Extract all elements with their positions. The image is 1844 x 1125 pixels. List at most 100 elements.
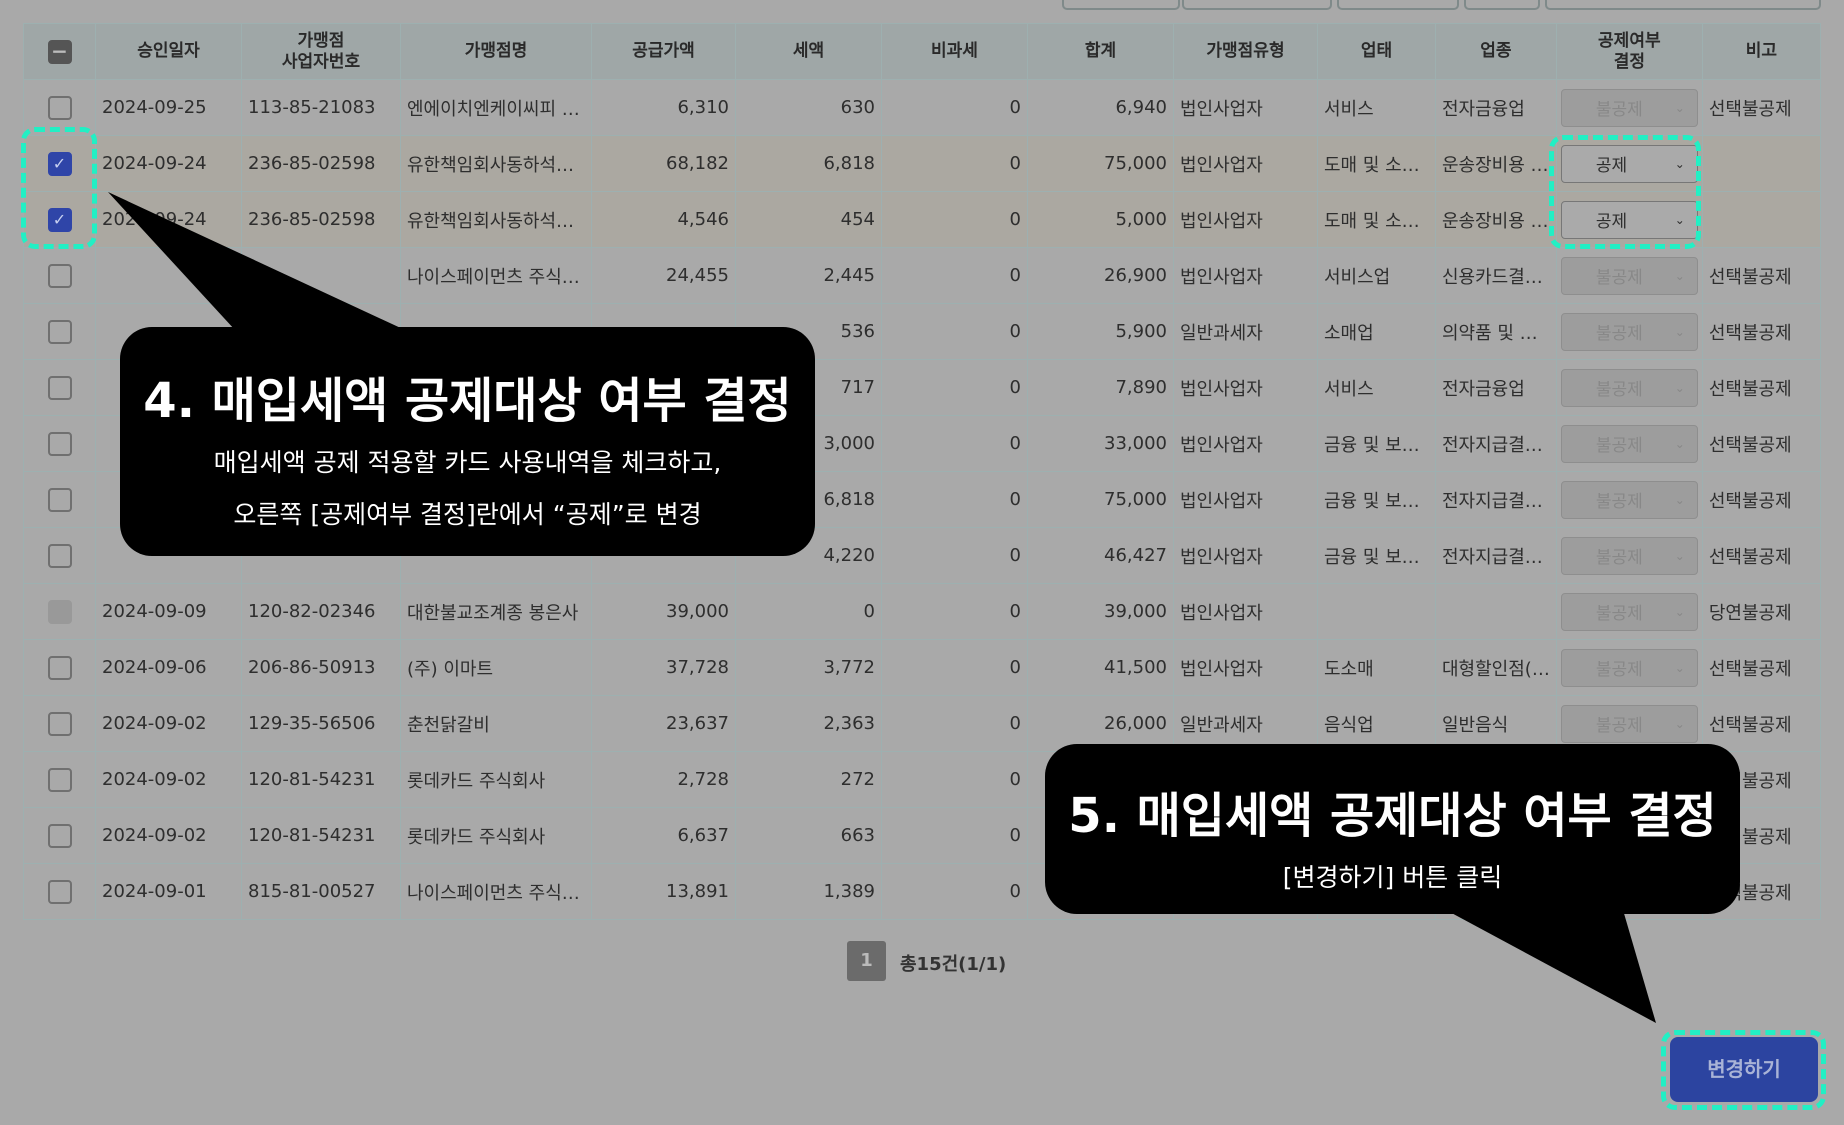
apply-change-button[interactable]: 변경하기 [1670,1037,1818,1102]
cell-date: 2024-09-24 [95,135,242,192]
row-checkbox-cell[interactable] [23,415,96,472]
cell-tax: 0 [735,583,882,640]
chevron-down-icon: ⌄ [1674,716,1685,731]
decision-dropdown[interactable]: 불공제 ⌄ [1560,424,1698,463]
cell-taxfree: 0 [881,359,1028,416]
cell-supply: 23,637 [591,695,736,752]
row-checkbox[interactable] [47,431,72,456]
row-checkbox-cell[interactable] [23,79,96,136]
callout-step5-pointer [1446,910,1656,1023]
row-checkbox[interactable] [47,319,72,344]
row-checkbox-cell[interactable] [23,247,96,304]
callout-step5: 5. 매입세액 공제대상 여부 결정 [변경하기] 버튼 클릭 [1045,744,1740,914]
cell-note: 선택불공제 [1701,527,1821,584]
column-header: 업태 [1317,23,1436,80]
cell-item: 운송장비용 … [1435,135,1557,192]
row-checkbox-cell[interactable] [23,751,96,808]
decision-dropdown[interactable]: 불공제 ⌄ [1560,480,1698,519]
cell-taxfree: 0 [881,303,1028,360]
row-checkbox-cell[interactable] [23,471,96,528]
toolbar-button[interactable] [1182,0,1332,10]
toolbar-button[interactable] [1464,0,1540,10]
select-all-header[interactable]: − [23,23,96,80]
cell-tax: 2,363 [735,695,882,752]
cell-bizno: 120-81-54231 [241,751,401,808]
row-checkbox[interactable] [47,487,72,512]
cell-total: 26,000 [1027,695,1174,752]
row-checkbox-cell[interactable] [23,359,96,416]
cell-decision: 불공제 ⌄ [1555,79,1703,136]
cell-supply: 39,000 [591,583,736,640]
cell-note: 선택불공제 [1701,415,1821,472]
cell-bizno: 236-85-02598 [241,135,401,192]
cell-tax: 1,389 [735,863,882,920]
decision-dropdown[interactable]: 불공제 ⌄ [1560,88,1698,127]
column-header: 가맹점유형 [1173,23,1318,80]
row-checkbox[interactable] [47,711,72,736]
cell-bizno: 120-82-02346 [241,583,401,640]
decision-dropdown[interactable]: 불공제 ⌄ [1560,256,1698,295]
column-header: 합계 [1027,23,1174,80]
column-header: 승인일자 [95,23,242,80]
decision-dropdown[interactable]: 불공제 ⌄ [1560,592,1698,631]
cell-decision: 불공제 ⌄ [1555,471,1703,528]
decision-dropdown[interactable]: 불공제 ⌄ [1560,536,1698,575]
cell-total: 33,000 [1027,415,1174,472]
row-checkbox-cell[interactable] [23,527,96,584]
cell-taxfree: 0 [881,863,1028,920]
row-checkbox[interactable] [47,375,72,400]
toolbar-button[interactable] [1545,0,1821,10]
row-checkbox[interactable] [47,263,72,288]
row-checkbox[interactable] [47,655,72,680]
decision-value: 불공제 [1595,548,1643,568]
row-checkbox-cell[interactable] [23,863,96,920]
chevron-down-icon: ⌄ [1674,156,1685,171]
check-icon[interactable]: ✓ [47,207,72,232]
cell-taxfree: 0 [881,79,1028,136]
cell-biz [1317,583,1436,640]
decision-dropdown[interactable]: 불공제 ⌄ [1560,368,1698,407]
cell-note [1701,191,1821,248]
decision-dropdown[interactable]: 불공제 ⌄ [1560,648,1698,687]
row-checkbox-cell[interactable] [23,807,96,864]
decision-dropdown[interactable]: 불공제 ⌄ [1560,312,1698,351]
cell-note [1701,135,1821,192]
chevron-down-icon: ⌄ [1674,548,1685,563]
cell-name: 춘천닭갈비 [400,695,592,752]
cell-biz: 도소매 [1317,639,1436,696]
row-checkbox[interactable] [47,767,72,792]
callout-step5-title: 5. 매입세액 공제대상 여부 결정 [1068,788,1717,844]
check-icon[interactable]: ✓ [47,151,72,176]
decision-value: 불공제 [1595,100,1643,120]
callout-step4: 4. 매입세액 공제대상 여부 결정 매입세액 공제 적용할 카드 사용내역을 … [120,327,815,556]
row-checkbox[interactable] [47,95,72,120]
page-button-1[interactable]: 1 [847,941,886,981]
cell-decision: 불공제 ⌄ [1555,415,1703,472]
decision-dropdown[interactable]: 공제 ⌄ [1560,144,1698,183]
table-row: ✓ 2024-09-24 236-85-02598 유한책임회사동하석… 68,182 6… [23,135,1821,192]
row-checkbox[interactable] [47,823,72,848]
row-checkbox[interactable] [47,879,72,904]
callout-step4-line2: 오른쪽 [공제여부 결정]란에서 “공제”로 변경 [233,500,702,529]
decision-value: 불공제 [1595,492,1643,512]
table-row: 2024-09-06 206-86-50913 (주) 이마트 37,728 3,77… [23,639,1821,696]
cell-date: 2024-09-25 [95,79,242,136]
cell-supply: 24,455 [591,247,736,304]
decision-value: 불공제 [1595,716,1643,736]
cell-note: 선택불공제 [1701,695,1821,752]
row-checkbox[interactable] [47,543,72,568]
row-checkbox-cell[interactable] [23,583,96,640]
cell-note: 선택불공제 [1701,303,1821,360]
cell-total: 39,000 [1027,583,1174,640]
row-checkbox-cell[interactable] [23,639,96,696]
toolbar-button[interactable] [1337,0,1459,10]
column-header: 공제여부 결정 [1555,23,1703,80]
cell-tax: 630 [735,79,882,136]
minus-icon[interactable]: − [47,39,72,64]
toolbar-button[interactable] [1062,0,1180,10]
decision-value: 불공제 [1595,268,1643,288]
decision-dropdown[interactable]: 공제 ⌄ [1560,200,1698,239]
decision-dropdown[interactable]: 불공제 ⌄ [1560,704,1698,743]
cell-name: 나이스페이먼츠 주식… [400,863,592,920]
cell-date: 2024-09-09 [95,583,242,640]
